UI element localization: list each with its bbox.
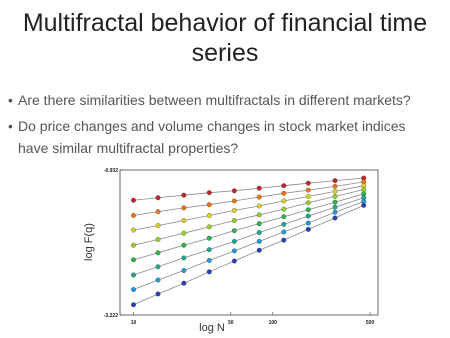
data-point (206, 213, 212, 218)
data-point (181, 280, 187, 286)
data-point (281, 206, 287, 212)
data-point (155, 277, 161, 283)
y-tick-label: -3.222 (104, 313, 118, 319)
data-point (305, 220, 311, 226)
data-point (155, 250, 161, 256)
data-point (305, 187, 311, 193)
data-point (256, 247, 262, 253)
data-point (155, 209, 161, 215)
data-point (332, 204, 338, 210)
data-point (131, 227, 136, 233)
data-point (206, 224, 212, 230)
data-point (281, 229, 287, 235)
data-point (181, 205, 187, 211)
data-point (305, 213, 311, 219)
data-point (206, 235, 212, 241)
data-point (206, 257, 212, 263)
x-tick-label: 100 (269, 320, 278, 326)
data-point (131, 287, 136, 292)
data-point (131, 257, 136, 263)
data-point (256, 185, 262, 191)
series-line (133, 189, 364, 246)
data-point (155, 291, 161, 297)
data-point (231, 248, 237, 254)
data-point (131, 242, 136, 248)
data-point (281, 214, 287, 220)
data-point (332, 194, 338, 199)
data-point (361, 187, 367, 192)
x-tick-label: 10 (131, 320, 137, 326)
series-line (133, 181, 364, 216)
data-point (231, 258, 237, 264)
data-point (155, 237, 161, 242)
data-point (181, 242, 187, 248)
data-point (256, 203, 262, 209)
data-point (155, 264, 161, 270)
x-tick-label: 50 (228, 320, 234, 326)
data-point (206, 269, 212, 275)
bullet-text: Are there similarities between multifrac… (18, 92, 411, 108)
data-point (181, 218, 187, 223)
data-point (256, 230, 262, 236)
data-point (231, 218, 237, 223)
series-line (133, 204, 364, 306)
data-point (305, 180, 311, 186)
data-point (131, 197, 136, 203)
data-point (181, 192, 187, 198)
data-point (181, 255, 187, 261)
data-point (131, 302, 136, 308)
data-point (332, 183, 338, 189)
data-point (332, 209, 338, 215)
slide-title: Multifractal behavior of financial time … (22, 9, 428, 67)
data-point (206, 190, 212, 196)
data-point (305, 194, 311, 199)
data-point (281, 237, 287, 243)
data-point (231, 198, 237, 204)
series-line (133, 197, 364, 276)
data-point (181, 268, 187, 274)
data-point (361, 202, 367, 208)
x-axis-label: log N (199, 322, 225, 334)
data-point (206, 247, 212, 253)
series-line (133, 193, 364, 261)
data-point (206, 202, 212, 208)
data-point (131, 213, 136, 218)
data-point (281, 190, 287, 196)
data-point (256, 221, 262, 227)
bullet: • Are there similarities between multifra… (8, 89, 448, 111)
data-point (256, 212, 262, 218)
data-point (305, 207, 311, 213)
data-point (332, 199, 338, 205)
x-tick-label: 500 (366, 320, 375, 326)
data-point (281, 221, 287, 227)
y-tick-label: -0.932 (104, 168, 118, 174)
data-point (231, 188, 237, 194)
data-point (155, 195, 161, 201)
series-line (133, 177, 364, 201)
data-point (281, 198, 287, 204)
data-point (231, 207, 237, 213)
data-point (256, 238, 262, 244)
series-line (133, 201, 364, 290)
series-line (133, 185, 364, 231)
data-point (256, 194, 262, 200)
data-point (131, 272, 136, 278)
data-point (231, 238, 237, 244)
data-point (281, 183, 287, 189)
data-point (155, 223, 161, 229)
data-point (181, 230, 187, 236)
bullet: • Do price changes and volume changes in … (8, 115, 428, 159)
data-point (231, 228, 237, 234)
data-point (305, 226, 311, 232)
y-axis-label: log F(q) (83, 223, 95, 261)
data-point (305, 200, 311, 206)
plot-frame (119, 169, 379, 316)
data-point (332, 215, 338, 221)
data-point (332, 178, 338, 184)
data-point (332, 188, 338, 194)
bullet-text: Do price changes and volume changes in s… (18, 118, 406, 156)
